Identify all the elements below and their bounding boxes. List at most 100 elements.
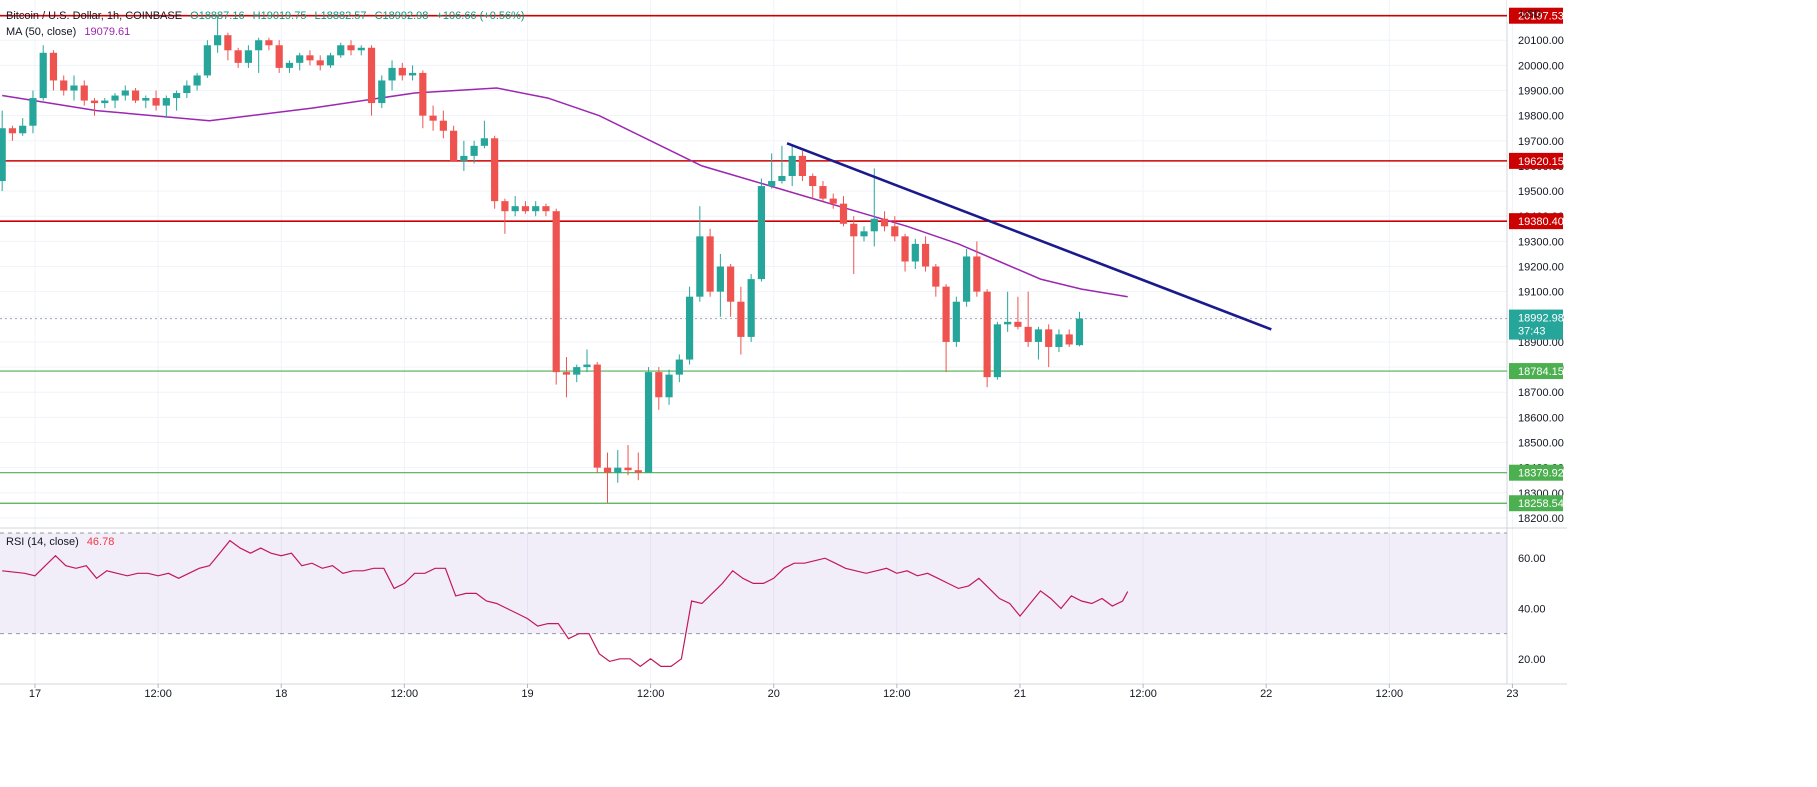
- time-tick-label: 23: [1506, 688, 1518, 700]
- rsi-line: [2, 539, 1129, 668]
- candle-body: [275, 45, 283, 68]
- candle-body: [388, 67, 396, 81]
- time-axis[interactable]: 17 12:00 18 12:00 19 12:00 20 12:00 21 12:00 22 12:…: [29, 684, 1519, 700]
- time-tick-label: 22: [1260, 688, 1272, 700]
- candle-body: [788, 155, 796, 176]
- candle-body: [450, 130, 458, 161]
- time-tick-label: 12:00: [391, 688, 419, 700]
- price-tick-label: 19900.00: [1518, 86, 1564, 98]
- candle-body: [337, 45, 345, 56]
- candle-body: [870, 218, 878, 232]
- ma-50-line-path: [2, 87, 1128, 298]
- candle-body: [1014, 321, 1022, 327]
- candle-body: [152, 98, 160, 106]
- horizontal-levels[interactable]: [0, 14, 1507, 504]
- level-tag[interactable]: [1509, 7, 1563, 24]
- candle-body: [983, 291, 991, 378]
- rsi-tick-label: 60.00: [1518, 553, 1546, 565]
- level-tag-label: 18784.15: [1518, 366, 1564, 378]
- candle-body: [398, 67, 406, 76]
- candle-body: [850, 223, 858, 237]
- candle-body: [839, 203, 848, 224]
- candle-body: [501, 201, 509, 212]
- candle-body: [347, 45, 355, 51]
- candle-body: [142, 98, 150, 101]
- candle-body: [60, 80, 68, 91]
- rsi-value: 46.78: [86, 536, 115, 548]
- level-tag[interactable]: [1509, 213, 1563, 230]
- currency-label: USD: [1520, 9, 1542, 20]
- price-tick-label: 19100.00: [1518, 287, 1564, 299]
- candle-body: [716, 266, 724, 292]
- candle-body: [634, 470, 642, 473]
- candle-body: [665, 374, 673, 398]
- time-tick-label: 17: [29, 688, 41, 700]
- candle-body: [39, 52, 47, 99]
- candle-body: [19, 125, 27, 134]
- candle-body: [573, 367, 581, 375]
- price-tick-label: 18600.00: [1518, 412, 1564, 424]
- descending-trendline[interactable]: [786, 142, 1272, 331]
- candle-body: [224, 35, 232, 51]
- price-tick-label: 19500.00: [1518, 186, 1564, 198]
- level-tag-label: 19620.15: [1518, 156, 1564, 168]
- price-axis[interactable]: 18200.0018300.0018400.0018500.0018600.00…: [1507, 0, 1567, 666]
- time-tick-label: 12:00: [1376, 688, 1404, 700]
- candle-body: [891, 226, 899, 237]
- candle-body: [460, 155, 468, 161]
- symbol-legend[interactable]: Bitcoin / U.S. Dollar, 1h, COINBASE O188…: [6, 9, 530, 23]
- trendline[interactable]: [786, 142, 1272, 331]
- last-price-tag[interactable]: [1509, 309, 1563, 340]
- candle-body: [306, 55, 314, 61]
- level-tag[interactable]: [1509, 464, 1563, 481]
- candle-body: [911, 243, 919, 262]
- candle-body: [244, 50, 253, 63]
- candle-body: [357, 47, 365, 51]
- level-tag[interactable]: [1509, 363, 1563, 380]
- candle-body: [1055, 334, 1063, 347]
- time-tick-label: 21: [1014, 688, 1026, 700]
- candle-body: [80, 85, 88, 101]
- price-tick-label: 19800.00: [1518, 111, 1564, 123]
- candle-body: [8, 128, 17, 134]
- candle-body: [880, 218, 889, 227]
- candle-body: [214, 35, 222, 46]
- candle-body: [470, 145, 478, 156]
- candle-body: [562, 372, 571, 375]
- candle-body: [798, 155, 807, 176]
- candle-body: [809, 176, 817, 187]
- candle-body: [614, 467, 622, 473]
- candle-body: [29, 98, 37, 126]
- candle-body: [973, 256, 981, 292]
- level-tag[interactable]: [1509, 152, 1563, 169]
- candle-body: [316, 60, 324, 66]
- candle-body: [162, 98, 170, 106]
- candle-body: [193, 75, 201, 86]
- level-tag-label: 18379.92: [1518, 468, 1564, 480]
- level-tag[interactable]: [1509, 495, 1563, 512]
- rsi-label: RSI (14, close): [6, 536, 79, 548]
- candle-body: [183, 85, 191, 94]
- candle-body: [1065, 334, 1073, 345]
- candle-body: [203, 45, 211, 76]
- candle-body: [296, 55, 304, 63]
- candle-body: [860, 231, 868, 237]
- rsi-legend[interactable]: RSI (14, close) 46.78: [6, 535, 119, 549]
- time-tick-label: 12:00: [637, 688, 665, 700]
- ma-legend[interactable]: MA (50, close) 19079.61: [6, 25, 135, 39]
- candle-body: [367, 47, 376, 104]
- high-value: H19019.75: [252, 10, 307, 22]
- candle-body: [768, 181, 776, 187]
- candle-body: [542, 206, 550, 212]
- candle-body: [921, 243, 930, 267]
- candle-body: [901, 236, 909, 262]
- candle-body: [829, 198, 837, 204]
- candle-body: [757, 186, 766, 280]
- price-tick-label: 18900.00: [1518, 337, 1564, 349]
- candle-body: [727, 266, 735, 302]
- price-tick-label: 18200.00: [1518, 513, 1564, 525]
- time-tick-label: 20: [768, 688, 780, 700]
- time-tick-label: 12:00: [883, 688, 911, 700]
- price-tick-label: 20000.00: [1518, 60, 1564, 72]
